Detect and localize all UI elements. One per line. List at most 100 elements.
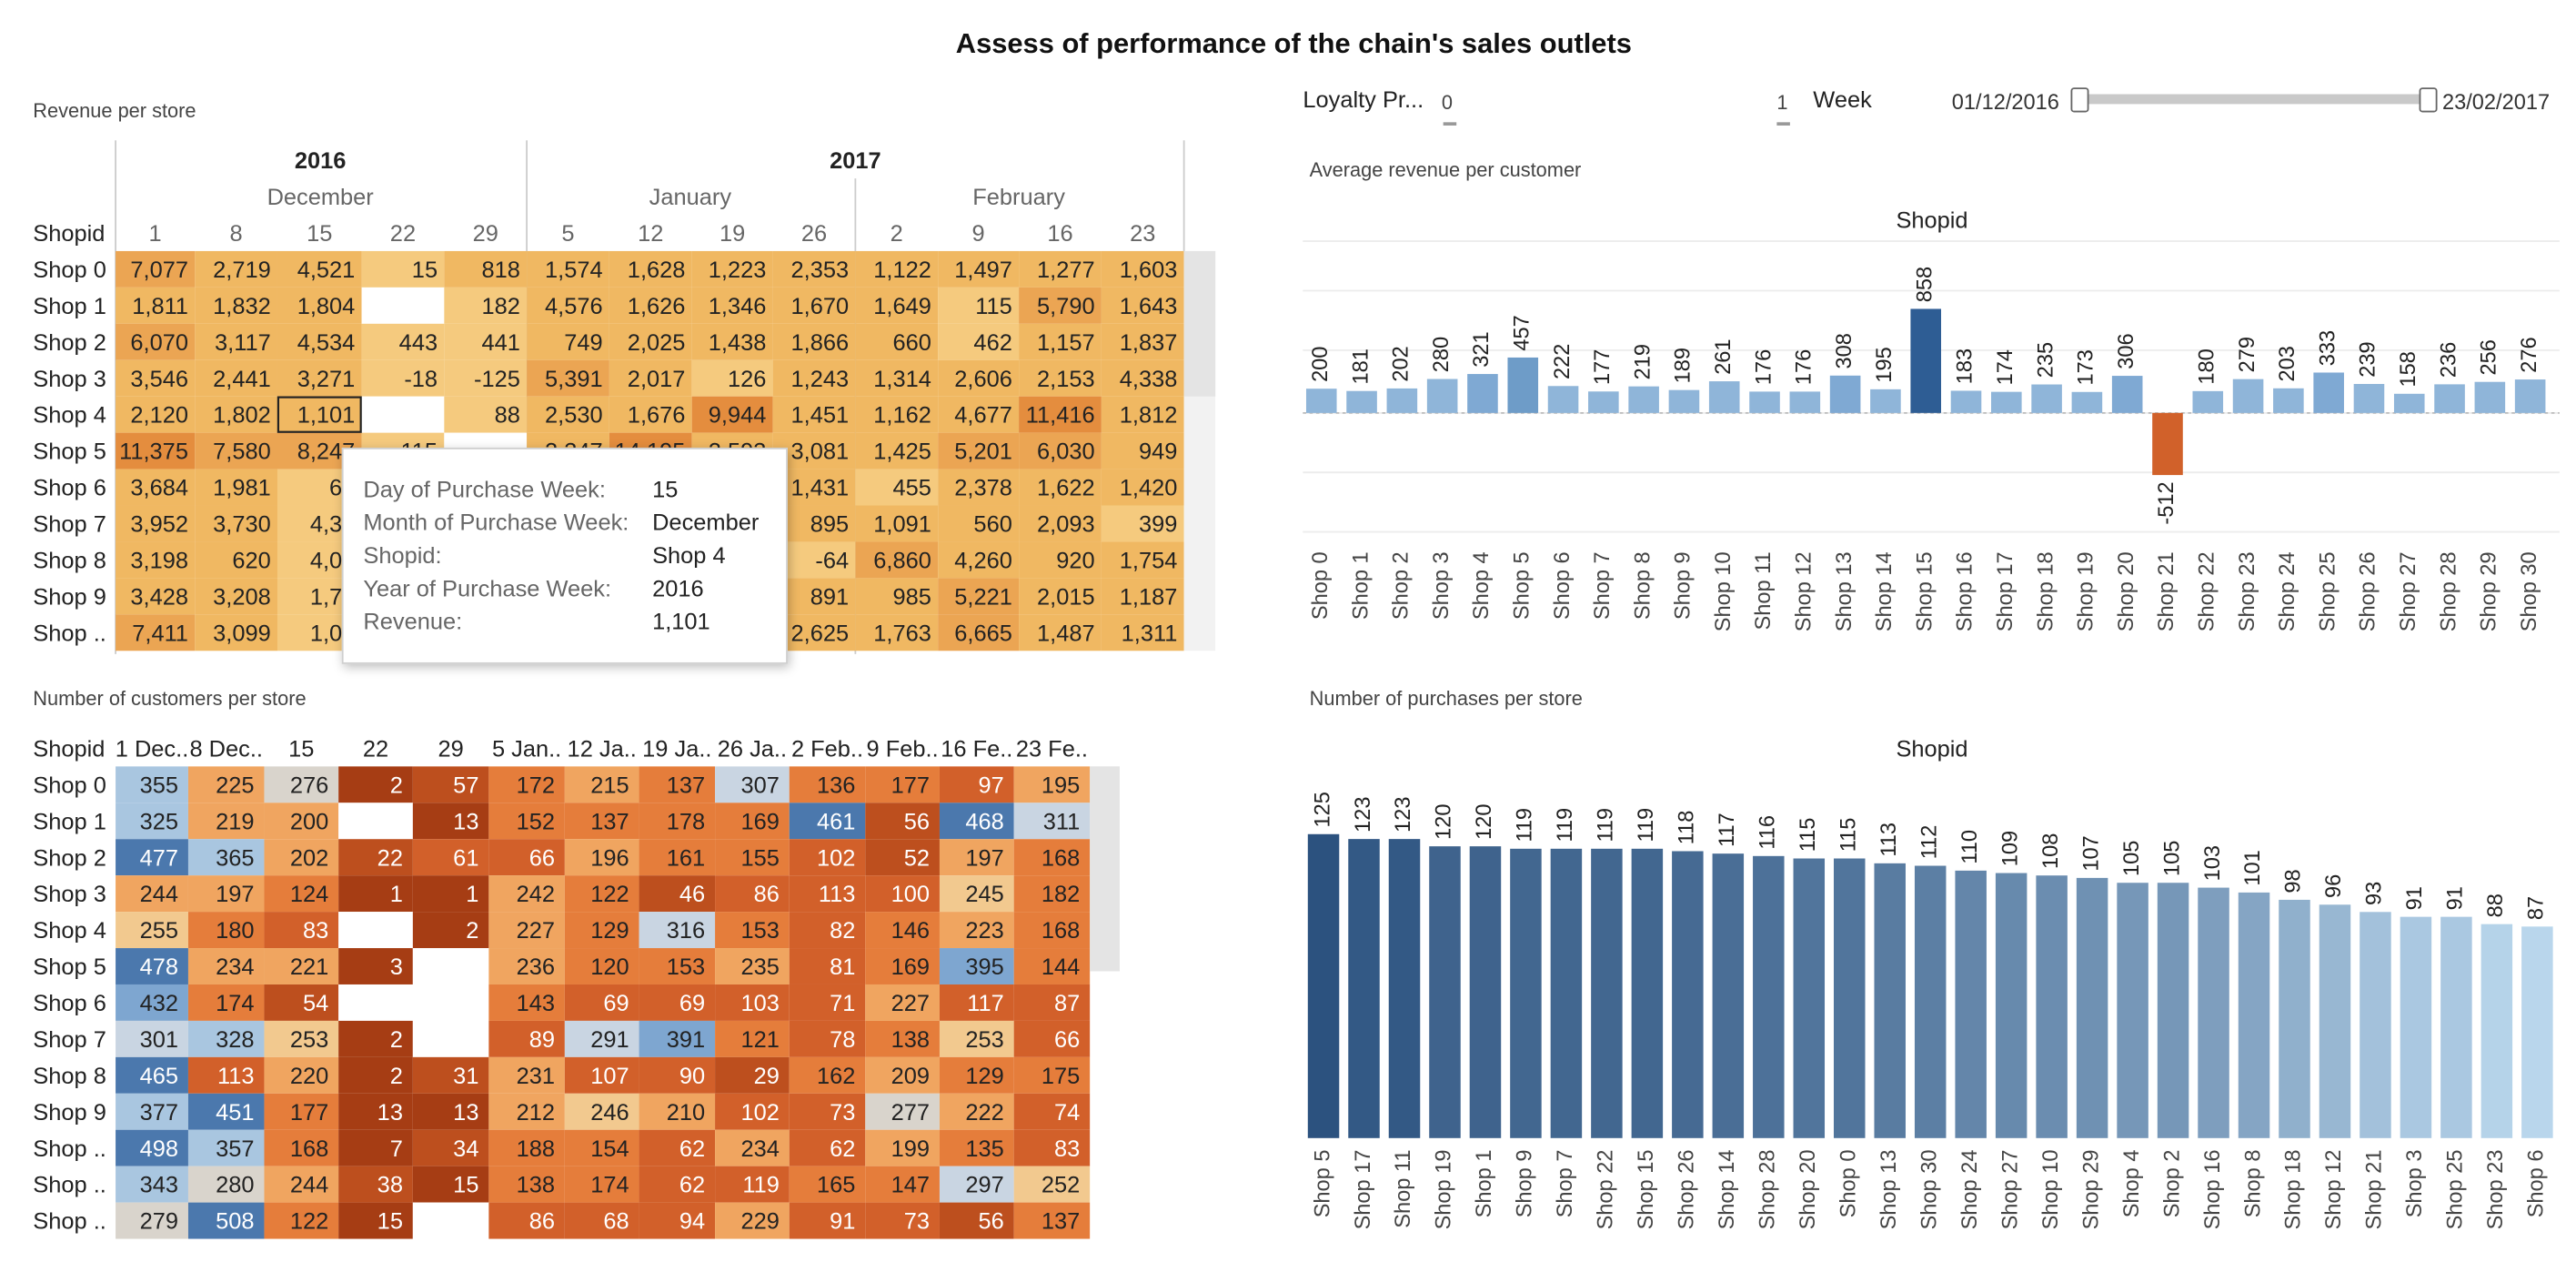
revenue-cell[interactable] [938, 614, 1020, 651]
customer-cell[interactable] [488, 912, 565, 949]
customer-cell[interactable] [1013, 1056, 1091, 1094]
avg-revenue-bar[interactable] [2434, 384, 2465, 413]
customer-cell[interactable] [564, 875, 639, 913]
customer-cell[interactable] [865, 1202, 940, 1239]
revenue-cell[interactable] [444, 359, 528, 397]
purchases-bar[interactable] [1834, 858, 1866, 1138]
customer-cell[interactable] [564, 839, 639, 876]
customer-cell[interactable] [865, 1020, 940, 1057]
customer-cell[interactable] [187, 766, 265, 803]
customer-cell[interactable] [187, 1093, 265, 1130]
revenue-cell[interactable] [277, 287, 362, 324]
revenue-cell[interactable] [691, 250, 773, 288]
revenue-cell[interactable] [938, 359, 1020, 397]
customer-cell[interactable] [939, 1056, 1014, 1094]
customer-cell[interactable] [789, 1093, 866, 1130]
customer-cell[interactable] [865, 1056, 940, 1094]
customer-cell[interactable] [488, 1129, 565, 1166]
revenue-cell[interactable] [527, 323, 609, 360]
revenue-cell[interactable] [772, 250, 856, 288]
avg-revenue-bar[interactable] [1346, 390, 1377, 413]
customer-cell[interactable] [116, 948, 188, 984]
avg-revenue-bar[interactable] [2111, 376, 2143, 413]
customer-cell[interactable] [116, 1056, 188, 1094]
customer-cell[interactable] [488, 1020, 565, 1057]
revenue-cell[interactable] [1101, 432, 1184, 469]
revenue-cell[interactable] [855, 396, 939, 433]
revenue-cell[interactable] [116, 541, 196, 579]
customer-cell[interactable] [264, 803, 339, 840]
customer-cell[interactable] [865, 766, 940, 803]
revenue-cell[interactable] [361, 323, 445, 360]
purchases-bar[interactable] [1793, 858, 1826, 1138]
revenue-cell[interactable] [691, 287, 773, 324]
customer-cell[interactable] [639, 1020, 716, 1057]
customer-cell[interactable] [1013, 766, 1091, 803]
revenue-cell[interactable] [855, 469, 939, 506]
revenue-cell[interactable] [1019, 250, 1102, 288]
week-slider-track[interactable] [2077, 94, 2433, 105]
revenue-cell[interactable] [772, 396, 856, 433]
customer-cell[interactable] [338, 1129, 413, 1166]
customer-cell[interactable] [564, 766, 639, 803]
customer-cell[interactable] [264, 766, 339, 803]
customer-cell[interactable] [187, 984, 265, 1021]
customer-cell[interactable] [789, 839, 866, 876]
customer-cell[interactable] [789, 875, 866, 913]
customer-cell[interactable] [639, 1093, 716, 1130]
avg-revenue-bar[interactable] [1749, 391, 1780, 413]
customer-cell[interactable] [264, 1166, 339, 1203]
customer-cell[interactable] [264, 948, 339, 984]
customer-cell[interactable] [264, 875, 339, 913]
customer-cell[interactable] [789, 1202, 866, 1239]
customer-cell[interactable] [412, 766, 489, 803]
purchases-bar[interactable] [2076, 877, 2108, 1138]
avg-revenue-bar[interactable] [1950, 390, 1982, 413]
customer-cell[interactable] [1013, 948, 1091, 984]
avg-revenue-bar[interactable] [1467, 374, 1498, 413]
purchases-bar[interactable] [1874, 863, 1906, 1138]
customer-cell[interactable] [412, 1166, 489, 1203]
purchases-bar[interactable] [1631, 848, 1664, 1138]
customer-cell[interactable] [939, 1166, 1014, 1203]
customer-cell[interactable] [564, 1093, 639, 1130]
revenue-cell[interactable] [609, 396, 692, 433]
customer-cell[interactable] [865, 839, 940, 876]
avg-revenue-bar[interactable] [2031, 384, 2062, 413]
customer-cell[interactable] [187, 948, 265, 984]
loyalty-filter-label[interactable]: Loyalty Pr... [1303, 86, 1424, 113]
revenue-cell[interactable] [1101, 469, 1184, 506]
revenue-cell[interactable] [855, 287, 939, 324]
customer-cell[interactable] [639, 912, 716, 949]
customer-cell[interactable] [338, 1202, 413, 1239]
purchases-bar[interactable] [2117, 883, 2148, 1138]
revenue-cell[interactable] [1019, 287, 1102, 324]
revenue-cell[interactable] [691, 323, 773, 360]
customer-cell[interactable] [264, 1202, 339, 1239]
customer-cell[interactable] [715, 1129, 790, 1166]
avg-revenue-bar[interactable] [2232, 379, 2264, 413]
avg-revenue-bar[interactable] [2353, 383, 2385, 413]
customer-cell[interactable] [715, 875, 790, 913]
avg-revenue-bar[interactable] [2071, 391, 2103, 413]
revenue-cell[interactable] [938, 250, 1020, 288]
avg-revenue-bar[interactable] [1789, 391, 1821, 413]
customer-cell[interactable] [639, 803, 716, 840]
customer-cell[interactable] [639, 839, 716, 876]
customer-cell[interactable] [939, 1129, 1014, 1166]
customer-cell[interactable] [338, 839, 413, 876]
customer-cell[interactable] [939, 839, 1014, 876]
customer-cell[interactable] [939, 1020, 1014, 1057]
revenue-cell[interactable] [116, 396, 196, 433]
customer-cell[interactable] [1013, 1202, 1091, 1239]
revenue-cell[interactable] [195, 469, 277, 506]
revenue-cell[interactable] [938, 541, 1020, 579]
revenue-cell[interactable] [772, 323, 856, 360]
purchases-bar[interactable] [2279, 899, 2310, 1138]
revenue-cell[interactable] [855, 505, 939, 542]
customer-cell[interactable] [338, 984, 413, 1021]
revenue-cell[interactable] [444, 250, 528, 288]
revenue-cell[interactable] [1019, 323, 1102, 360]
revenue-cell[interactable] [1019, 359, 1102, 397]
purchases-bar[interactable] [1550, 848, 1583, 1138]
